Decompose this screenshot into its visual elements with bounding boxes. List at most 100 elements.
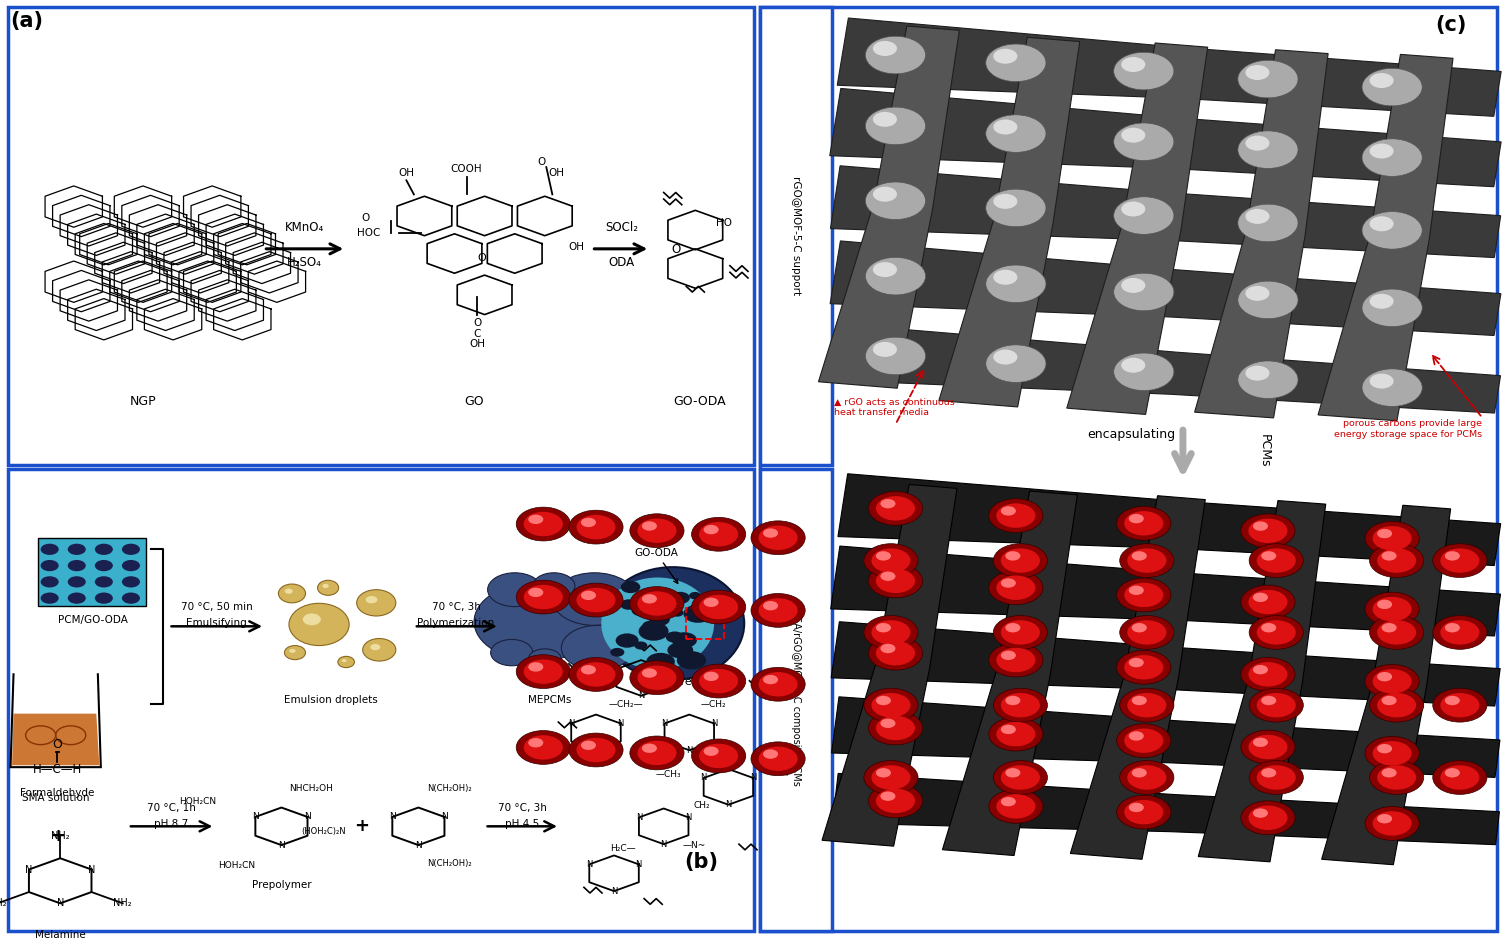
Circle shape: [876, 641, 915, 666]
Circle shape: [759, 747, 798, 771]
Polygon shape: [1321, 505, 1451, 865]
Circle shape: [524, 512, 563, 536]
Circle shape: [1114, 197, 1174, 235]
Circle shape: [581, 517, 596, 527]
Circle shape: [1433, 761, 1487, 794]
Circle shape: [1001, 797, 1016, 807]
Circle shape: [1249, 662, 1288, 686]
Circle shape: [1362, 289, 1422, 327]
Circle shape: [569, 510, 623, 544]
Circle shape: [1373, 597, 1412, 622]
Polygon shape: [832, 774, 1499, 845]
Circle shape: [704, 671, 719, 681]
Circle shape: [880, 572, 895, 581]
Circle shape: [1239, 131, 1297, 168]
Circle shape: [122, 560, 140, 571]
Circle shape: [1127, 548, 1166, 573]
Circle shape: [1377, 620, 1416, 644]
Circle shape: [561, 625, 634, 670]
Circle shape: [1365, 521, 1419, 555]
Text: NH₂: NH₂: [51, 831, 69, 840]
Circle shape: [667, 642, 694, 658]
Circle shape: [1252, 521, 1269, 531]
Circle shape: [989, 499, 1043, 532]
Circle shape: [528, 662, 543, 671]
Text: GO: GO: [464, 395, 485, 408]
Circle shape: [871, 765, 911, 790]
Circle shape: [638, 622, 668, 640]
Circle shape: [1127, 620, 1166, 644]
Circle shape: [1362, 69, 1422, 106]
Circle shape: [581, 665, 596, 674]
Text: H₂C—: H₂C—: [610, 844, 637, 854]
Text: N: N: [725, 800, 731, 809]
Circle shape: [1440, 765, 1479, 790]
Circle shape: [1370, 216, 1394, 231]
Polygon shape: [837, 18, 1500, 116]
Circle shape: [643, 669, 658, 678]
Circle shape: [996, 576, 1035, 600]
Circle shape: [868, 711, 923, 745]
Circle shape: [698, 594, 737, 619]
Text: NH₂: NH₂: [113, 899, 132, 908]
Text: N: N: [700, 774, 707, 782]
Circle shape: [643, 621, 661, 632]
Circle shape: [864, 616, 918, 650]
Circle shape: [1005, 551, 1020, 561]
Circle shape: [1121, 358, 1145, 373]
Circle shape: [996, 722, 1035, 747]
Circle shape: [993, 761, 1047, 794]
Text: O: O: [473, 318, 482, 328]
Circle shape: [873, 187, 897, 202]
Circle shape: [1365, 593, 1419, 626]
Text: Melamine: Melamine: [35, 931, 86, 939]
Text: 70 °C, 50 min: 70 °C, 50 min: [181, 602, 253, 611]
Circle shape: [876, 623, 891, 633]
Bar: [760, 7, 832, 465]
Circle shape: [1001, 620, 1040, 644]
Text: O: O: [641, 760, 647, 769]
Ellipse shape: [370, 644, 381, 650]
Text: O: O: [53, 738, 62, 751]
Circle shape: [122, 593, 140, 604]
Circle shape: [1249, 761, 1303, 794]
Circle shape: [68, 593, 86, 604]
Ellipse shape: [363, 639, 396, 661]
Circle shape: [1114, 273, 1174, 311]
Circle shape: [533, 573, 575, 599]
Text: N: N: [613, 665, 620, 673]
Circle shape: [474, 582, 600, 661]
Circle shape: [996, 648, 1035, 672]
Polygon shape: [831, 241, 1500, 335]
Circle shape: [1261, 696, 1276, 705]
Bar: [38, 538, 146, 606]
Circle shape: [1445, 551, 1460, 561]
Circle shape: [1129, 658, 1144, 668]
Circle shape: [1239, 204, 1297, 241]
Circle shape: [996, 794, 1035, 819]
Circle shape: [1252, 808, 1269, 818]
Circle shape: [691, 739, 746, 773]
Circle shape: [1445, 623, 1460, 633]
Circle shape: [68, 544, 86, 555]
Circle shape: [1261, 551, 1276, 561]
Text: KMnO₄: KMnO₄: [284, 221, 324, 234]
Circle shape: [516, 654, 570, 688]
Polygon shape: [822, 485, 957, 846]
Circle shape: [638, 666, 677, 690]
Circle shape: [1114, 123, 1174, 161]
Circle shape: [1124, 583, 1163, 608]
Circle shape: [1373, 741, 1412, 765]
Circle shape: [1132, 623, 1147, 633]
Circle shape: [683, 605, 712, 623]
Circle shape: [1117, 651, 1171, 685]
Circle shape: [986, 345, 1046, 382]
Circle shape: [1249, 518, 1288, 543]
Text: +: +: [50, 826, 65, 845]
Text: N: N: [661, 719, 668, 728]
Circle shape: [989, 717, 1043, 751]
Circle shape: [576, 515, 616, 539]
Circle shape: [880, 792, 895, 801]
Circle shape: [1117, 578, 1171, 612]
Circle shape: [95, 593, 113, 604]
